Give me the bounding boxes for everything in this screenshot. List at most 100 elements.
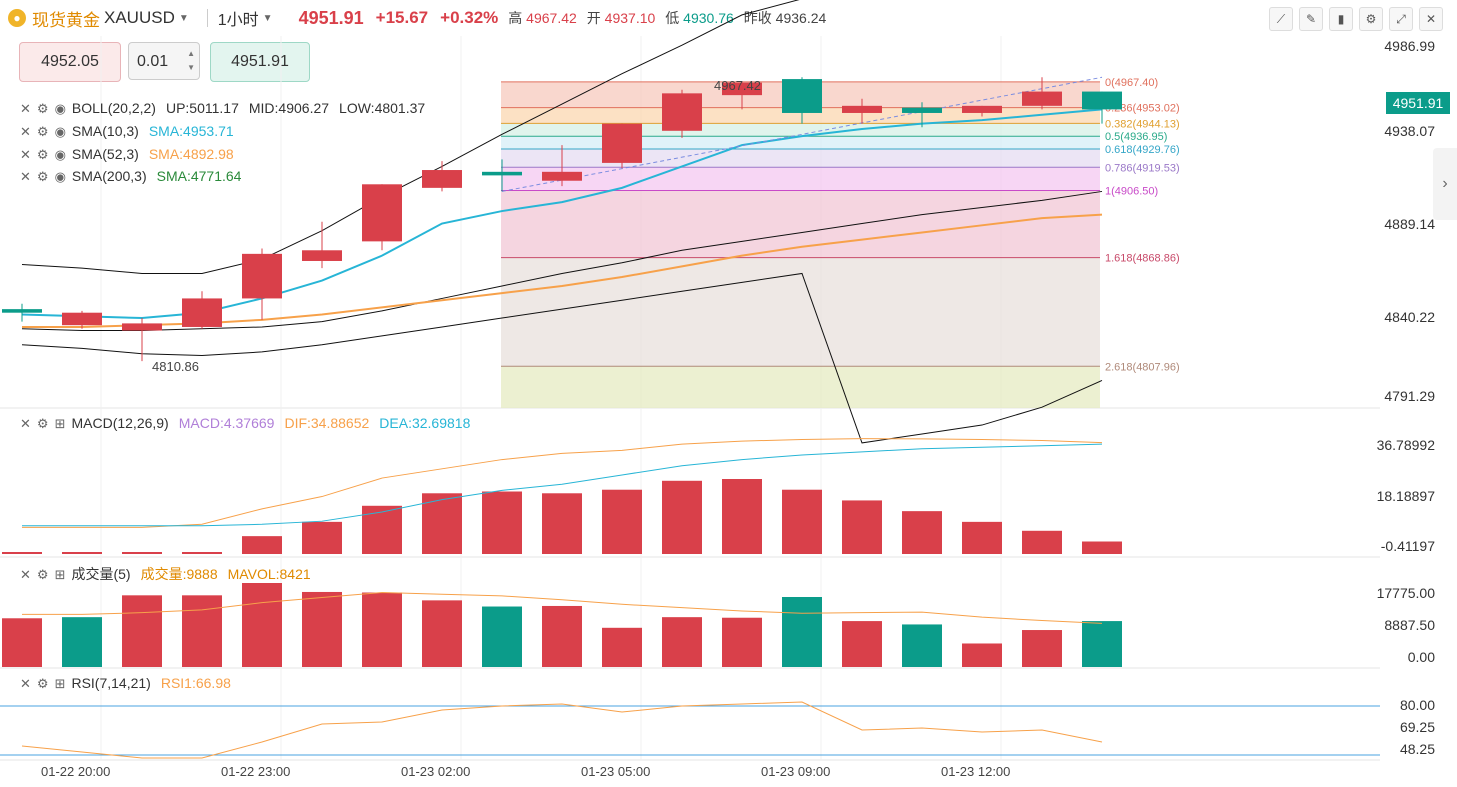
remove-icon[interactable]: ✕ [20, 567, 31, 582]
fib-label: 1.618(4868.86) [1105, 253, 1180, 265]
dea-value: DEA:32.69818 [379, 415, 471, 431]
candle-body [362, 184, 402, 242]
timeframe-chevron-icon[interactable]: ▼ [262, 12, 273, 24]
macd-bar [962, 521, 1002, 554]
visibility-icon[interactable]: ◉ [54, 101, 66, 116]
remove-icon[interactable]: ✕ [20, 101, 31, 116]
fib-zone [501, 149, 1100, 168]
rsi-line [21, 701, 1103, 759]
volume-bar [2, 618, 42, 667]
prev-close-value: 4936.24 [775, 10, 827, 26]
remove-icon[interactable]: ✕ [20, 147, 31, 162]
macd-bar [902, 511, 942, 554]
candle-body [722, 82, 762, 96]
visibility-icon[interactable]: ◉ [54, 147, 66, 162]
boll-mid: MID:4906.27 [248, 100, 330, 116]
rsi-axis-label: 80.00 [1399, 697, 1435, 713]
price-change-percent: +0.32% [440, 8, 499, 27]
macd-bar [422, 493, 462, 554]
quantity-stepper[interactable]: 0.01 ▲ ▼ [128, 42, 200, 80]
chevron-down-icon[interactable]: ▼ [178, 12, 189, 24]
candle-body [842, 105, 882, 113]
sma52-name: SMA(52,3) [71, 146, 139, 162]
buy-button[interactable]: 4951.91 [210, 42, 310, 82]
instrument-name[interactable]: 现货黄金 [32, 10, 100, 30]
visibility-icon[interactable]: ◉ [54, 124, 66, 139]
macd-legend: ✕ ⚙ ⊞ MACD(12,26,9) MACD:4.37669 DIF:34.88652… [20, 415, 470, 432]
high-value: 4967.42 [526, 10, 577, 26]
stepper-arrows-icon[interactable]: ▲ ▼ [187, 49, 195, 72]
fib-label: 0.236(4953.02) [1105, 103, 1180, 115]
candle-body [182, 298, 222, 327]
volume-bar [602, 627, 642, 667]
fib-label: 0.5(4936.95) [1105, 131, 1167, 143]
fib-zone [501, 107, 1100, 124]
sma200-name: SMA(200,3) [71, 168, 147, 184]
macd-value: MACD:4.37669 [178, 415, 275, 431]
volume-bar [842, 621, 882, 667]
macd-bar [1082, 541, 1122, 554]
volume-bar [62, 617, 102, 667]
high-annotation: 4967.42 [714, 78, 761, 93]
low-stat: 低 4930.76 [665, 8, 734, 28]
remove-icon[interactable]: ✕ [20, 676, 31, 691]
macd-bar [602, 489, 642, 554]
remove-icon[interactable]: ✕ [20, 124, 31, 139]
rsi-axis-label: 69.25 [1399, 719, 1435, 735]
instrument-symbol[interactable]: XAUUSD [104, 8, 175, 27]
volume-bar [962, 643, 1002, 667]
settings-icon[interactable]: ⚙ [36, 147, 49, 162]
boll-upper-line [21, 0, 800, 274]
candle-body [62, 312, 102, 326]
fib-trend-line [501, 76, 1103, 192]
price-axis-label: 4840.22 [1384, 309, 1435, 325]
remove-icon[interactable]: ✕ [20, 416, 31, 431]
add-icon[interactable]: ⊞ [54, 416, 66, 431]
add-icon[interactable]: ⊞ [54, 567, 66, 582]
volume-legend: ✕ ⚙ ⊞ 成交量(5) 成交量:9888 MAVOL:8421 [20, 564, 311, 584]
settings-icon[interactable]: ⚙ [36, 101, 49, 116]
fib-zone [501, 167, 1100, 191]
high-label: 高 [508, 10, 523, 26]
divider [206, 9, 208, 27]
volume-bar [782, 597, 822, 667]
remove-icon[interactable]: ✕ [20, 169, 31, 184]
sma200-value: SMA:4771.64 [156, 168, 242, 184]
fib-label: 1(4906.50) [1105, 186, 1158, 198]
fib-label: 0.786(4919.53) [1105, 162, 1180, 174]
candle-body [242, 253, 282, 299]
low-label: 低 [665, 10, 680, 26]
settings-icon[interactable]: ⚙ [36, 567, 49, 582]
macd-bar [662, 480, 702, 554]
quantity-value[interactable]: 0.01 [137, 53, 169, 70]
visibility-icon[interactable]: ◉ [54, 169, 66, 184]
chevron-right-icon[interactable]: › [1433, 148, 1457, 220]
time-axis-label: 01-22 20:00 [41, 764, 111, 779]
settings-icon[interactable]: ⚙ [36, 676, 49, 691]
settings-icon[interactable]: ⚙ [36, 169, 49, 184]
settings-icon[interactable]: ⚙ [1359, 7, 1383, 31]
fib-label: 0.618(4929.76) [1105, 144, 1180, 156]
settings-icon[interactable]: ⚙ [36, 124, 49, 139]
fib-zone [501, 366, 1100, 408]
expand-icon[interactable]: ⤢ [1389, 7, 1413, 31]
settings-icon[interactable]: ⚙ [36, 416, 49, 431]
timeframe-selector[interactable]: 1小时 [217, 12, 259, 29]
volume-bar [122, 595, 162, 667]
low-value: 4930.76 [683, 10, 734, 26]
pen-tool-icon[interactable]: ✎ [1299, 7, 1323, 31]
time-axis-label: 01-23 09:00 [761, 764, 831, 779]
volume-name: 成交量(5) [71, 566, 131, 582]
prev-close-stat: 昨收 4936.24 [744, 8, 827, 28]
macd-name: MACD(12,26,9) [71, 415, 169, 431]
close-icon[interactable]: ✕ [1419, 7, 1443, 31]
sell-button[interactable]: 4952.05 [19, 42, 121, 82]
candle-body [302, 250, 342, 261]
line-tool-icon[interactable]: ⟋ [1269, 7, 1293, 31]
candle-body [662, 93, 702, 131]
macd-bar [1022, 530, 1062, 554]
price-change: +15.67 [375, 8, 429, 27]
add-icon[interactable]: ⊞ [54, 676, 66, 691]
candle-type-icon[interactable]: ▮ [1329, 7, 1353, 31]
